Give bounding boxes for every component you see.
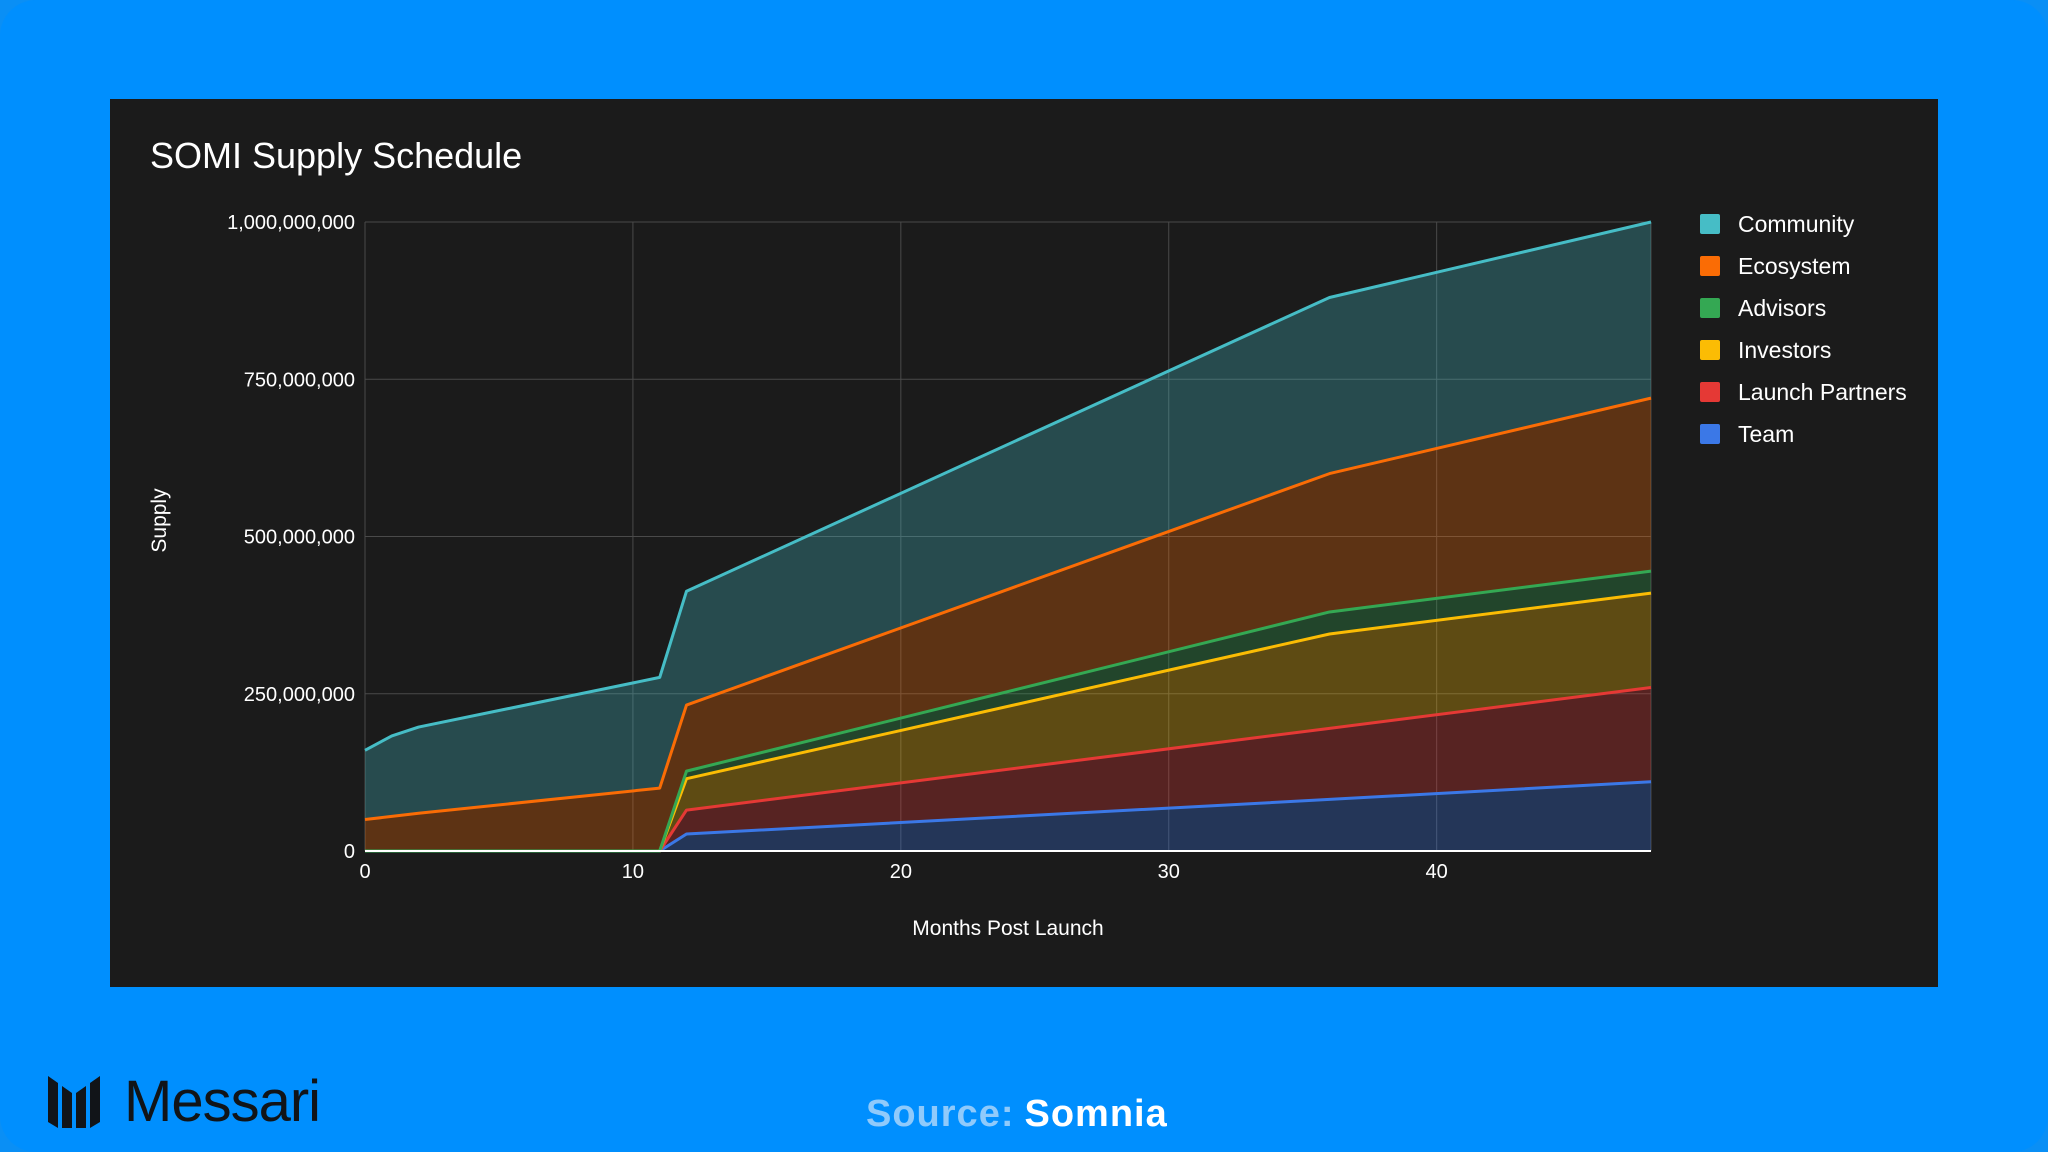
legend-label: Investors <box>1738 336 1832 363</box>
legend-label: Advisors <box>1738 294 1827 321</box>
legend-swatch <box>1700 340 1720 360</box>
x-tick-label: 0 <box>359 861 370 883</box>
chart-title: SOMI Supply Schedule <box>150 135 523 176</box>
legend-label: Ecosystem <box>1738 252 1851 279</box>
legend-item-team[interactable]: Team <box>1700 413 1907 455</box>
y-tick-label: 500,000,000 <box>244 527 355 549</box>
y-tick-label: 750,000,000 <box>244 369 355 391</box>
y-axis-title: Supply <box>148 488 171 553</box>
legend-swatch <box>1700 214 1720 234</box>
legend-item-community[interactable]: Community <box>1700 203 1907 245</box>
chart-legend: Community Ecosystem Advisors Investors L… <box>1700 203 1907 455</box>
legend-item-ecosystem[interactable]: Ecosystem <box>1700 245 1907 287</box>
legend-swatch <box>1700 424 1720 444</box>
area-ecosystem <box>365 398 1651 851</box>
x-axis-title: Months Post Launch <box>912 917 1103 940</box>
legend-swatch <box>1700 256 1720 276</box>
line-ecosystem <box>364 396 1652 822</box>
y-tick-label: 1,000,000,000 <box>227 212 355 234</box>
legend-swatch <box>1700 298 1720 318</box>
legend-label: Launch Partners <box>1738 378 1907 405</box>
source-label: Source: <box>866 1093 1015 1135</box>
legend-item-investors[interactable]: Investors <box>1700 329 1907 371</box>
area-advisors <box>365 571 1651 851</box>
x-tick-label: 20 <box>890 861 912 883</box>
legend-label: Community <box>1738 210 1855 237</box>
legend-swatch <box>1700 382 1720 402</box>
y-tick-label: 0 <box>344 841 355 863</box>
chart-plot: 0 250,000,000 500,000,000 750,000,000 1,000,… <box>148 212 1652 940</box>
messari-logo-icon <box>48 1075 100 1128</box>
area-team <box>365 781 1651 851</box>
brand-name: Messari <box>124 1069 321 1134</box>
source-credit: Source: Somnia <box>866 1093 1168 1136</box>
x-tick-label: 40 <box>1426 861 1448 883</box>
line-community <box>364 220 1652 752</box>
messari-brand: Messari <box>46 1068 321 1135</box>
legend-label: Team <box>1738 420 1795 447</box>
area-investors <box>365 593 1651 851</box>
chart-card: 0 250,000,000 500,000,000 750,000,000 1,000,… <box>110 99 1938 987</box>
legend-item-launch-partners[interactable]: Launch Partners <box>1700 371 1907 413</box>
y-tick-label: 250,000,000 <box>244 684 355 706</box>
area-community <box>365 222 1651 820</box>
x-tick-label: 10 <box>622 861 644 883</box>
x-tick-label: 30 <box>1158 861 1180 883</box>
source-value: Somnia <box>1024 1093 1168 1135</box>
legend-item-advisors[interactable]: Advisors <box>1700 287 1907 329</box>
